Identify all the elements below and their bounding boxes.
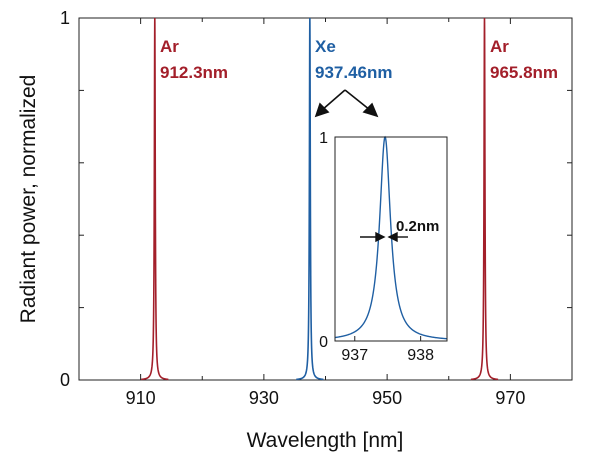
peak-wavelength-xe: 937.46nm [315,63,393,82]
peak-label-xe: Xe 937.46nm [315,37,393,82]
inset-x-tick-label: 938 [407,347,434,364]
peak-label-ar-left: Ar 912.3nm [160,37,228,82]
x-tick-label: 910 [126,388,156,408]
inset-y-tick-label: 1 [319,130,328,147]
peak-wavelength-ar-right: 965.8nm [490,63,558,82]
inset-peak-line [334,135,448,340]
main-ticks-group: 910 930 950 970 0 1 [60,8,573,408]
main-series-group [141,17,499,381]
fwhm-annotation [360,231,408,243]
peak-element-ar-right: Ar [490,37,509,56]
peak-line-1 [141,17,169,381]
fwhm-label: 0.2nm [396,218,439,235]
zoom-arrowhead-right-icon [362,102,379,118]
peak-line-2 [296,17,324,381]
inset-x-tick-label: 937 [341,347,368,364]
peak-element-ar-left: Ar [160,37,179,56]
x-tick-label: 950 [372,388,402,408]
fwhm-arrowhead-left-icon [375,231,386,243]
zoom-arrow-left [321,89,346,111]
y-axis-label: Radiant power, normalized [17,75,40,324]
zoom-arrowhead-left-icon [314,102,330,118]
peak-label-ar-right: Ar 965.8nm [490,37,558,82]
fwhm-arrowhead-right-icon [387,231,398,243]
inset-frame [334,136,448,342]
x-tick-label: 970 [495,388,525,408]
zoom-arrow-right [344,89,371,111]
zoom-arrows [314,89,379,118]
inset-ticks-group: 937 938 0 1 [319,130,434,364]
x-axis-label: Wavelength [nm] [247,429,404,452]
y-tick-label: 0 [60,370,70,390]
x-tick-label: 930 [249,388,279,408]
inset-y-tick-label: 0 [319,334,328,351]
peak-wavelength-ar-left: 912.3nm [160,63,228,82]
y-tick-label: 1 [60,8,70,28]
inset-series-group [334,135,448,340]
peak-line-3 [470,17,499,381]
peak-element-xe: Xe [315,37,336,56]
